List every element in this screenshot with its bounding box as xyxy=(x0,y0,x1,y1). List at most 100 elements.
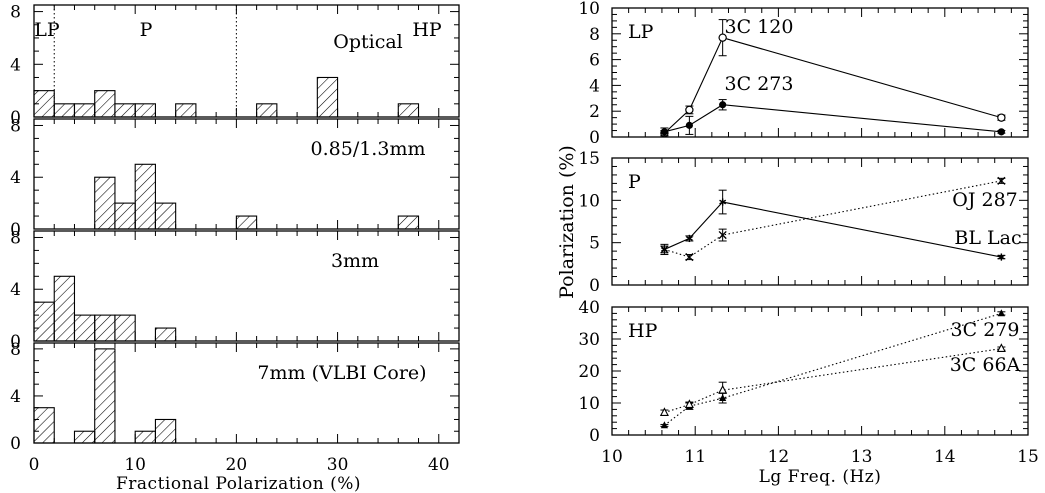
histogram-bar xyxy=(257,104,277,117)
y-tick-label: 10 xyxy=(578,394,600,414)
panel-label: P xyxy=(628,171,641,193)
histogram-bar xyxy=(95,349,115,443)
marker-filled-circle xyxy=(719,101,726,108)
y-tick-label: 20 xyxy=(578,362,600,382)
x-tick-label: 0 xyxy=(29,455,40,475)
x-tick-label: 10 xyxy=(601,447,623,467)
y-tick-label: 4 xyxy=(10,387,21,407)
series-label: OJ 287 xyxy=(952,189,1018,211)
x-tick-label: 12 xyxy=(768,447,790,467)
histogram-bar xyxy=(155,203,175,229)
x-tick-label: 11 xyxy=(684,447,706,467)
line-panel xyxy=(612,158,1028,285)
y-tick-label: 8 xyxy=(10,340,21,360)
marker-open-circle xyxy=(686,106,693,113)
y-tick-label: 10 xyxy=(578,191,600,211)
x-tick-label: 20 xyxy=(226,455,248,475)
x-tick-label: 13 xyxy=(851,447,873,467)
histogram-bar xyxy=(135,164,155,229)
region-label: LP xyxy=(34,19,60,41)
y-tick-label: 0 xyxy=(10,434,21,454)
y-tick-label: 40 xyxy=(578,298,600,318)
panel-label: LP xyxy=(628,21,654,43)
series-label: BL Lac xyxy=(954,227,1021,249)
histogram-bar xyxy=(54,276,74,341)
y-axis-label: Polarization (%) xyxy=(556,145,578,299)
x-axis-label: Fractional Polarization (%) xyxy=(116,474,361,493)
y-tick-label: 0 xyxy=(589,276,600,296)
histogram-bar xyxy=(115,104,135,117)
y-tick-label: 8 xyxy=(10,116,21,136)
histogram-bar xyxy=(34,408,54,443)
region-label: P xyxy=(140,19,153,41)
histogram-bar xyxy=(398,104,418,117)
histogram-panel xyxy=(34,343,459,443)
histogram-bar xyxy=(54,104,74,117)
x-tick-label: 14 xyxy=(934,447,956,467)
histogram-bar xyxy=(398,216,418,229)
y-tick-label: 4 xyxy=(10,280,21,300)
histogram-bar xyxy=(74,315,94,341)
series-line xyxy=(664,202,1001,257)
series-label: 3C 120 xyxy=(725,16,794,38)
panel-label: HP xyxy=(628,320,658,342)
y-tick-label: 0 xyxy=(589,128,600,148)
series-label: 3C 273 xyxy=(725,73,794,95)
marker-filled-circle xyxy=(686,122,693,129)
y-tick-label: 8 xyxy=(10,228,21,248)
histogram-bar xyxy=(74,104,94,117)
histogram-bar xyxy=(95,177,115,229)
y-tick-label: 4 xyxy=(10,168,21,188)
panel-annotation: 7mm (VLBI Core) xyxy=(257,362,426,384)
histogram-bar xyxy=(95,315,115,341)
series-label: 3C 279 xyxy=(951,319,1020,341)
y-tick-label: 15 xyxy=(578,149,600,169)
panel-annotation: 0.85/1.3mm xyxy=(311,138,426,160)
marker-filled-circle xyxy=(661,128,668,135)
series-line xyxy=(664,105,1001,132)
panel-annotation: Optical xyxy=(333,31,403,53)
panel-frame xyxy=(612,8,1028,137)
panel-annotation: 3mm xyxy=(331,250,379,272)
x-tick-label: 30 xyxy=(327,455,349,475)
y-tick-label: 6 xyxy=(589,51,600,71)
x-tick-label: 40 xyxy=(428,455,450,475)
histogram-panel xyxy=(34,119,459,229)
histogram-panel xyxy=(34,5,459,117)
y-tick-label: 8 xyxy=(10,3,21,23)
histogram-bar xyxy=(155,328,175,341)
y-tick-label: 4 xyxy=(10,55,21,75)
series-line xyxy=(664,181,1001,257)
marker-filled-circle xyxy=(998,128,1005,135)
x-axis-label: Lg Freq. (Hz) xyxy=(759,467,882,487)
histogram-bar xyxy=(95,91,115,117)
histogram-bar xyxy=(155,419,175,443)
histogram-bar xyxy=(236,216,256,229)
histogram-panel xyxy=(34,231,459,341)
histogram-bar xyxy=(135,431,155,443)
y-tick-label: 10 xyxy=(578,0,600,19)
y-tick-label: 4 xyxy=(589,76,600,96)
series-label: 3C 66A xyxy=(950,354,1021,376)
series-line xyxy=(664,38,1001,133)
line-panel xyxy=(612,8,1028,137)
histogram-bar xyxy=(115,315,135,341)
y-tick-label: 30 xyxy=(578,330,600,350)
y-tick-label: 0 xyxy=(589,426,600,446)
histogram-bar xyxy=(34,302,54,341)
histogram-bar xyxy=(176,104,196,117)
y-tick-label: 8 xyxy=(589,25,600,45)
marker-open-triangle xyxy=(998,345,1005,352)
y-tick-label: 5 xyxy=(589,234,600,254)
histogram-bar xyxy=(115,203,135,229)
x-tick-label: 15 xyxy=(1017,447,1039,467)
x-tick-label: 10 xyxy=(124,455,146,475)
histogram-bar xyxy=(74,431,94,443)
histogram-bar xyxy=(317,77,337,117)
region-label: HP xyxy=(412,19,442,41)
marker-filled-triangle xyxy=(998,309,1005,316)
y-tick-label: 2 xyxy=(589,102,600,122)
marker-open-circle xyxy=(998,114,1005,121)
marker-open-triangle xyxy=(661,409,668,416)
